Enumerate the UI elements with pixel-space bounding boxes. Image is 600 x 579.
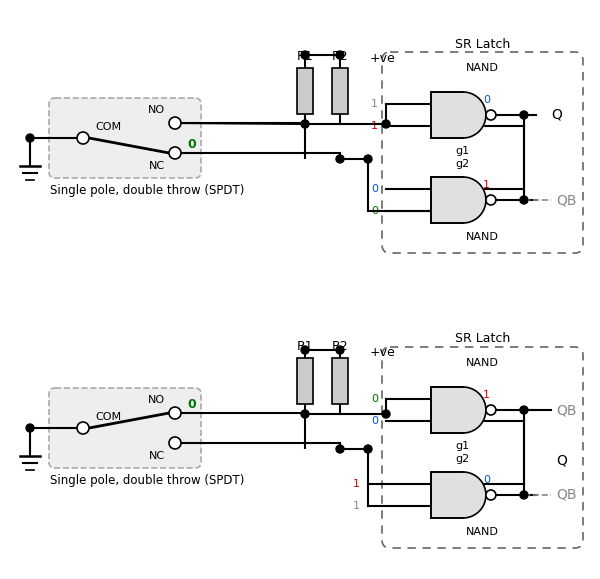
Text: QB: QB — [556, 193, 577, 207]
Circle shape — [169, 147, 181, 159]
Text: 1: 1 — [353, 501, 360, 511]
Text: 0: 0 — [483, 475, 490, 485]
Text: 1: 1 — [371, 99, 378, 109]
Text: +ve: +ve — [370, 52, 396, 64]
Circle shape — [301, 120, 309, 128]
Circle shape — [364, 155, 372, 163]
Text: SR Latch: SR Latch — [455, 332, 510, 346]
Text: 0: 0 — [371, 206, 378, 216]
Circle shape — [520, 111, 528, 119]
Circle shape — [26, 424, 34, 432]
Text: &: & — [459, 403, 471, 417]
Circle shape — [336, 346, 344, 354]
Circle shape — [520, 196, 528, 204]
Polygon shape — [463, 177, 486, 223]
Text: Single pole, double throw (SPDT): Single pole, double throw (SPDT) — [50, 184, 244, 197]
Text: Q: Q — [551, 108, 562, 122]
Text: R2: R2 — [332, 340, 349, 353]
Bar — [431, 387, 463, 433]
Text: 1: 1 — [483, 180, 490, 190]
Text: 0: 0 — [371, 184, 378, 194]
Text: SR Latch: SR Latch — [455, 38, 510, 50]
Text: QB: QB — [556, 403, 577, 417]
FancyBboxPatch shape — [49, 98, 201, 178]
Bar — [431, 92, 463, 138]
Circle shape — [336, 445, 344, 453]
Circle shape — [520, 491, 528, 499]
Circle shape — [336, 51, 344, 59]
Text: g2: g2 — [455, 454, 469, 464]
Text: NAND: NAND — [466, 63, 499, 73]
Text: 0: 0 — [371, 416, 378, 426]
Text: R1: R1 — [296, 340, 313, 353]
Text: Q: Q — [556, 453, 567, 467]
Circle shape — [301, 410, 309, 418]
Circle shape — [486, 110, 496, 120]
Circle shape — [382, 120, 390, 128]
Text: 0: 0 — [187, 138, 196, 151]
Text: &: & — [459, 193, 471, 207]
Circle shape — [77, 422, 89, 434]
Text: 0: 0 — [483, 95, 490, 105]
Circle shape — [382, 410, 390, 418]
Text: NC: NC — [149, 451, 165, 461]
Bar — [332, 68, 348, 114]
Text: +ve: +ve — [370, 346, 396, 360]
Polygon shape — [463, 387, 486, 433]
Text: 1: 1 — [353, 479, 360, 489]
Text: 1: 1 — [483, 390, 490, 400]
Text: R1: R1 — [296, 50, 313, 63]
Text: &: & — [459, 108, 471, 122]
FancyBboxPatch shape — [49, 388, 201, 468]
Text: 1: 1 — [371, 121, 378, 131]
Circle shape — [26, 134, 34, 142]
Text: 0: 0 — [187, 398, 196, 411]
Text: NC: NC — [149, 161, 165, 171]
Circle shape — [77, 132, 89, 144]
Bar — [431, 472, 463, 518]
Text: g1: g1 — [455, 441, 469, 451]
Text: QB: QB — [556, 488, 577, 502]
Circle shape — [486, 405, 496, 415]
Circle shape — [336, 155, 344, 163]
Text: g1: g1 — [455, 146, 469, 156]
Circle shape — [364, 445, 372, 453]
Text: NO: NO — [148, 395, 165, 405]
Text: COM: COM — [95, 122, 121, 132]
Bar — [297, 68, 313, 114]
Text: g2: g2 — [455, 159, 469, 169]
Text: &: & — [459, 488, 471, 502]
Circle shape — [520, 406, 528, 414]
Circle shape — [486, 195, 496, 205]
Polygon shape — [463, 92, 486, 138]
Text: 0: 0 — [371, 394, 378, 404]
Bar — [332, 358, 348, 404]
Text: NAND: NAND — [466, 527, 499, 537]
Text: NAND: NAND — [466, 232, 499, 242]
Bar — [297, 358, 313, 404]
Polygon shape — [463, 472, 486, 518]
Circle shape — [169, 117, 181, 129]
Circle shape — [169, 407, 181, 419]
Circle shape — [301, 346, 309, 354]
Circle shape — [301, 51, 309, 59]
Text: COM: COM — [95, 412, 121, 422]
Text: NAND: NAND — [466, 358, 499, 368]
Text: R2: R2 — [332, 50, 349, 63]
Text: NO: NO — [148, 105, 165, 115]
Text: Single pole, double throw (SPDT): Single pole, double throw (SPDT) — [50, 474, 244, 487]
Circle shape — [169, 437, 181, 449]
Circle shape — [486, 490, 496, 500]
Bar — [431, 177, 463, 223]
